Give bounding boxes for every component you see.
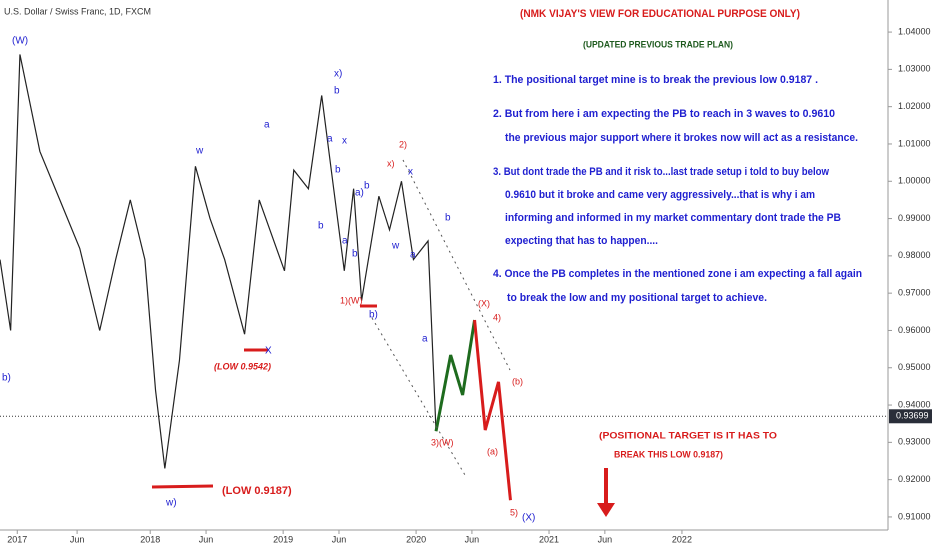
wave-label: b (335, 165, 341, 176)
x-tick-label: 2020 (406, 534, 426, 544)
y-tick-label: 0.91000 (898, 511, 931, 521)
target-note: (POSITIONAL TARGET IS IT HAS TO (599, 430, 777, 440)
wave-label: X (265, 346, 272, 357)
y-tick-label: 1.01000 (898, 138, 931, 148)
y-tick-label: 0.94000 (898, 399, 931, 409)
y-tick-label: 1.04000 (898, 26, 931, 36)
level-label: (LOW 0.9187) (222, 485, 292, 497)
channel-line (371, 317, 466, 476)
x-tick-label: 2019 (273, 534, 293, 544)
y-tick-label: 1.03000 (898, 64, 931, 74)
y-tick-label: 0.99000 (898, 213, 931, 223)
note-line: 0.9610 but it broke and came very aggres… (505, 189, 815, 201)
wave-label: w (391, 241, 400, 252)
wave-labels: (W) x) b a w a x b a) b b a b w a b 2) x… (2, 36, 535, 524)
wave-label: w (195, 146, 204, 157)
wave-label: a (410, 250, 416, 261)
y-tick-label: 0.96000 (898, 325, 931, 335)
price-line (434, 319, 477, 432)
wave-label: 5) (510, 507, 518, 517)
wave-label: b (364, 181, 370, 192)
wave-label: 1)(W) (340, 295, 363, 305)
wave-label: (X) (522, 513, 535, 524)
wave-label: (a) (487, 446, 498, 456)
wave-label: b) (369, 310, 378, 321)
x-tick-label: Jun (70, 534, 85, 544)
note-line: to break the low and my positional targe… (507, 292, 767, 304)
wave-label: 3)(W) (431, 437, 454, 447)
wave-label: (W) (12, 36, 28, 47)
x-tick-label: Jun (199, 534, 214, 544)
wave-label: x) (387, 158, 395, 168)
wave-label: a (342, 236, 348, 247)
x-tick-label: 2022 (672, 534, 692, 544)
wave-label: x (408, 167, 413, 178)
y-tick-label: 0.93000 (898, 437, 931, 447)
wave-label: x) (334, 69, 342, 80)
wave-label: w) (165, 498, 177, 509)
price-line (473, 319, 512, 501)
level-label: (LOW 0.9542) (214, 361, 271, 371)
last-price-box (889, 409, 932, 424)
wave-label: 4) (493, 312, 501, 322)
y-tick-label: 0.95000 (898, 362, 931, 372)
y-tick-label: 0.97000 (898, 288, 931, 298)
wave-label: b (445, 213, 451, 224)
x-tick-label: 2018 (140, 534, 160, 544)
note-line: informing and informed in my market comm… (505, 212, 841, 224)
note-subheading: (UPDATED PREVIOUS TRADE PLAN) (583, 39, 733, 49)
x-tick-label: 2021 (539, 534, 559, 544)
note-line: expecting that has to happen.... (505, 235, 658, 247)
y-tick-label: 1.00000 (898, 176, 931, 186)
wave-label: b (352, 249, 358, 260)
note-heading: (NMK VIJAY'S VIEW FOR EDUCATIONAL PURPOS… (520, 8, 800, 20)
wave-label: a (327, 134, 333, 145)
x-tick-label: 2017 (7, 534, 27, 544)
y-tick-label: 0.92000 (898, 474, 931, 484)
wave-label: (b) (512, 376, 523, 386)
last-price-label: 0.93699 (896, 411, 929, 421)
y-tick-label: 0.98000 (898, 250, 931, 260)
wave-label: 2) (399, 139, 407, 149)
wave-label: x (342, 136, 347, 147)
wave-label: a (264, 120, 270, 131)
target-arrow-head (597, 503, 615, 517)
plot: 0.91000 0.92000 0.93000 0.94000 0.95000 0.960… (0, 26, 932, 544)
y-tick-label: 1.02000 (898, 101, 931, 111)
note-line: 4. Once the PB completes in the mentione… (493, 268, 862, 280)
wave-label: a (422, 334, 428, 345)
wave-label: b (318, 221, 324, 232)
note-line: 3. But dont trade the PB and it risk to.… (493, 166, 829, 178)
target-note: BREAK THIS LOW 0.9187) (614, 449, 723, 459)
price-line (0, 54, 437, 469)
low-level (151, 484, 214, 489)
wave-label: b) (2, 373, 11, 384)
symbol: U.S. Dollar / Swiss Franc, 1D, FXCM (4, 6, 151, 16)
note-line: 2. But from here i am expecting the PB t… (493, 108, 835, 120)
wave-label: a) (355, 188, 364, 199)
x-tick-label: Jun (598, 534, 613, 544)
wave-label: b (334, 86, 340, 97)
note-line: 1. The positional target mine is to brea… (493, 74, 818, 86)
x-tick-label: Jun (332, 534, 347, 544)
x-tick-label: Jun (465, 534, 480, 544)
note-line: the previous major support where it brok… (505, 132, 858, 144)
wave-label: (X) (478, 298, 490, 308)
